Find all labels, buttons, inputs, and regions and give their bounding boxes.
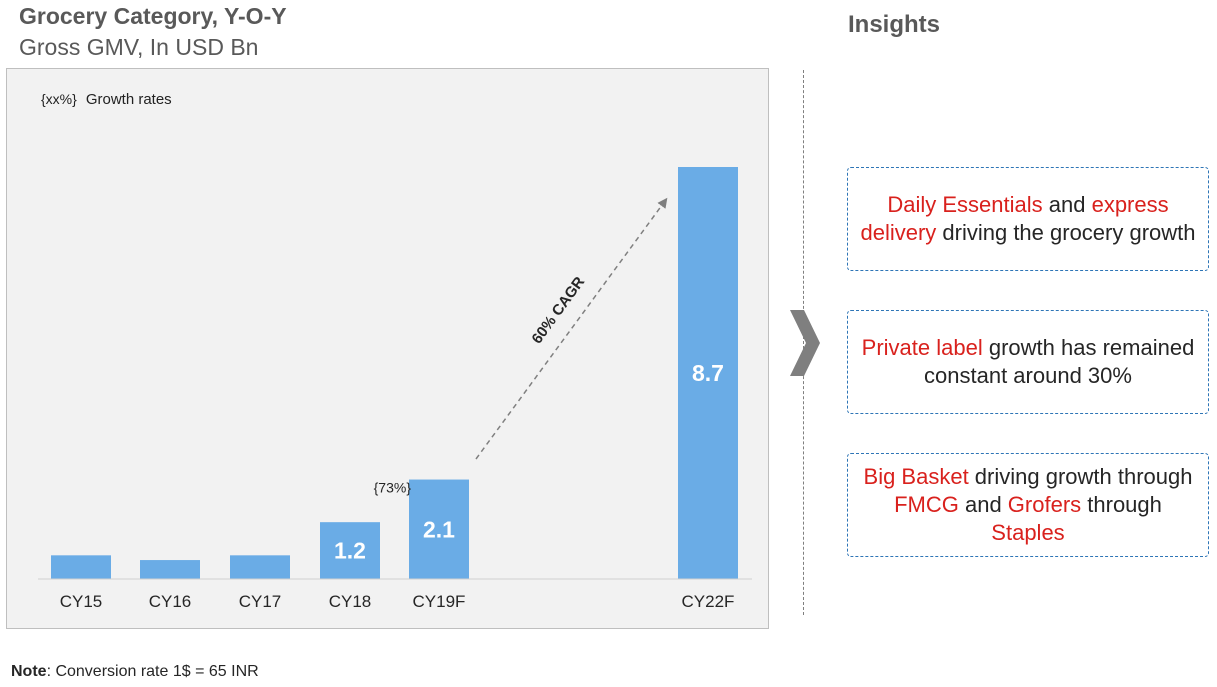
note-label: Note [11,663,47,680]
legend-symbol: {xx%} [41,91,77,107]
x-tick-label: CY22F [682,592,735,611]
insight-card-3: Big Basket driving growth through FMCG a… [847,453,1209,557]
legend-text: Growth rates [85,91,172,108]
bar-cy18 [320,522,380,579]
growth-rate-legend: {xx%} Growth rates [41,91,172,108]
bar-cy17 [230,555,290,579]
chart-panel [6,68,769,629]
bar-cy19f [409,479,469,579]
chart-subtitle: Gross GMV, In USD Bn [19,34,259,60]
x-tick-label: CY19F [413,592,466,611]
x-tick-label: CY16 [149,592,192,611]
x-tick-label: CY15 [60,592,103,611]
insight-card-1: Daily Essentials and express delivery dr… [847,167,1209,271]
chevron-right-icon [790,310,820,376]
bar-cy22f [678,167,738,579]
data-label: 1.2 [334,538,366,564]
section-divider [803,70,804,615]
bar-cy16 [140,560,200,579]
x-tick-label: CY17 [239,592,282,611]
bar-chart: CY15 CY16 CY17 CY18 1.2 CY19F 2.1 {73%} CY22F 8.7… [38,167,752,611]
data-label: 2.1 [423,516,455,542]
bar-cy15 [51,555,111,579]
footnote: Note: Conversion rate 1$ = 65 INR [11,663,259,681]
chart-title: Grocery Category, Y-O-Y [19,3,287,29]
data-label: 8.7 [692,360,724,386]
insights-title: Insights [848,11,941,38]
insight-card-2: Private label growth has remained consta… [847,310,1209,414]
cagr-label: 60% CAGR [528,274,588,348]
growth-rate-label: {73%} [374,480,412,496]
cagr-arrow [475,197,668,460]
x-tick-label: CY18 [329,592,372,611]
note-text: : Conversion rate 1$ = 65 INR [46,663,259,680]
